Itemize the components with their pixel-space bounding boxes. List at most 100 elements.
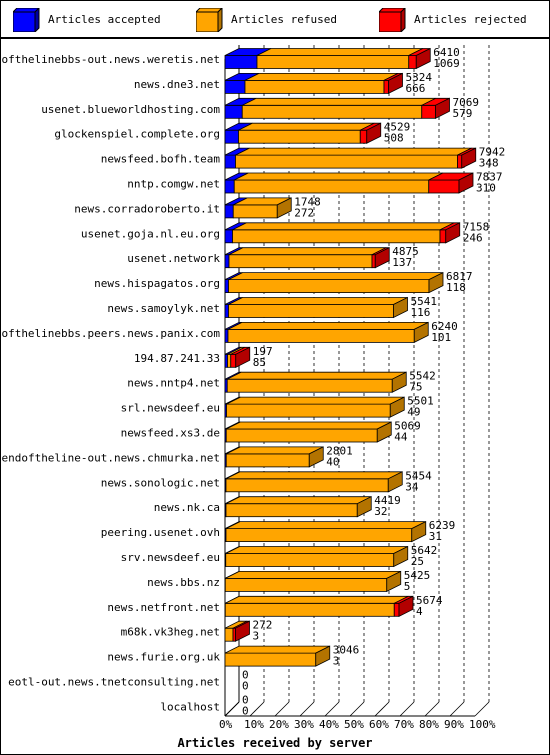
value-label-total: 5674 [416,594,443,607]
value-label-accepted: 508 [384,132,404,145]
grid-depth-60 [374,701,390,717]
bar-segment-accepted [224,254,230,269]
value-label-total: 7837 [476,171,503,184]
bar-segment-refused [226,378,393,393]
value-label-accepted: 1069 [433,57,460,70]
bar-segment-rejected [371,254,376,269]
bar-segment-rejected [428,179,460,194]
value-label-accepted: 75 [409,381,422,394]
value-label-accepted: 4 [416,605,423,618]
bar-side [428,271,444,294]
category-label: news.bbs.nz [147,576,220,589]
value-label-total: 6240 [431,320,458,333]
legend-label-rejected: Articles rejected [414,13,527,26]
bar-side [391,371,407,393]
bar-top-refused [235,147,472,156]
bar-side [386,570,402,593]
x-tick-label: 80% [419,718,439,731]
category-label: newsfeed.bofh.team [101,153,221,166]
x-tick-label: 50% [344,718,364,731]
bar-side [415,47,431,70]
category-label: localhost [160,700,220,713]
grid-depth-20 [274,701,290,717]
bar-segment-rejected [421,104,436,119]
category-label: news.furie.org.uk [107,651,220,664]
value-label-accepted: 3 [253,630,260,643]
grid-depth-30 [299,701,315,717]
bar-segment-refused [225,553,395,567]
category-label: news.nntp4.net [127,377,220,390]
value-label-accepted: 348 [479,157,499,170]
legend-swatch-rejected [379,8,406,32]
category-label: glockenspiel.complete.org [54,128,220,141]
bar-segment-accepted [224,154,236,169]
value-label-accepted: 272 [294,206,314,219]
value-label-total: 4419 [374,494,401,507]
value-label-total: 4529 [384,121,411,134]
x-tick-label: 10% [244,718,264,731]
value-label-total: 7942 [479,146,506,159]
bar-side [413,321,429,344]
bar-top-refused [256,48,423,56]
category-label: usenet.goja.nl.eu.org [81,227,220,240]
bar-segment-rejected [383,80,389,94]
bar-top-refused [226,396,405,405]
bar-side [445,222,461,244]
bar-side [458,172,474,194]
category-label: usenet.blueworldhosting.com [41,103,220,116]
bar-segment-refused [232,204,278,219]
bar-segment-refused [225,478,389,493]
bar-chart: 0% 10% 20% 30% 40% 50% 60% 70% 80% 90% 100% Article… [0,38,550,755]
category-label: news.corradoroberto.it [74,202,220,215]
x-tick-label: 90% [444,718,464,731]
category-label: news.netfront.net [107,601,220,614]
value-label-accepted: 85 [253,356,266,369]
bar-segment-refused [228,279,430,294]
bar-segment-refused [225,528,413,543]
bar-segment-refused [233,179,430,194]
bar-top-refused [244,73,399,81]
bar-segment-rejected [439,229,447,244]
bar-top-refused [227,321,429,330]
bar-segment-refused [227,353,232,368]
category-label: news.dne3.net [134,78,220,91]
value-label-accepted: 246 [463,231,483,244]
x-axis-title: Articles received by server [177,736,372,750]
value-label-accepted: 310 [476,182,496,195]
value-label-total: 5425 [404,569,431,582]
bar-segment-refused [224,602,395,617]
bar-side [435,97,450,119]
bar-segment-rejected [457,154,463,169]
bar-segment-refused [235,154,458,169]
bar-side [387,471,403,493]
x-tick-label: 20% [269,718,289,731]
bar-side [308,446,324,468]
value-label-total: 6410 [433,46,460,59]
legend-swatch-accepted [13,8,40,32]
value-label-accepted: 5 [404,580,411,593]
x-tick-label: 60% [369,718,389,731]
bar-segment-refused [228,254,373,269]
value-label-total: 5454 [405,469,432,482]
bar-segment-refused [227,328,415,343]
bar-side [398,595,414,617]
bar-segment-accepted [224,304,229,318]
bar-side [356,496,372,518]
bar-segment-accepted [224,279,229,294]
bar-top-refused [238,122,375,131]
bar-side [376,421,392,443]
value-label-accepted: 49 [407,406,420,419]
grid-depth-70 [399,701,415,717]
bar-segment-refused [238,129,361,144]
legend: Articles accepted Articles refused Artic… [0,0,550,38]
bar-top-refused [242,97,436,106]
bar-top-refused [228,272,444,281]
grid-depth-80 [424,701,440,717]
value-label-total: 7069 [453,96,480,109]
bar-segment-accepted [224,104,243,119]
value-label-accepted: 137 [392,256,412,269]
bar-side [389,396,405,418]
bar-top-refused [225,496,372,505]
bar-top-refused [234,172,443,181]
bar-segment-refused [232,229,441,244]
